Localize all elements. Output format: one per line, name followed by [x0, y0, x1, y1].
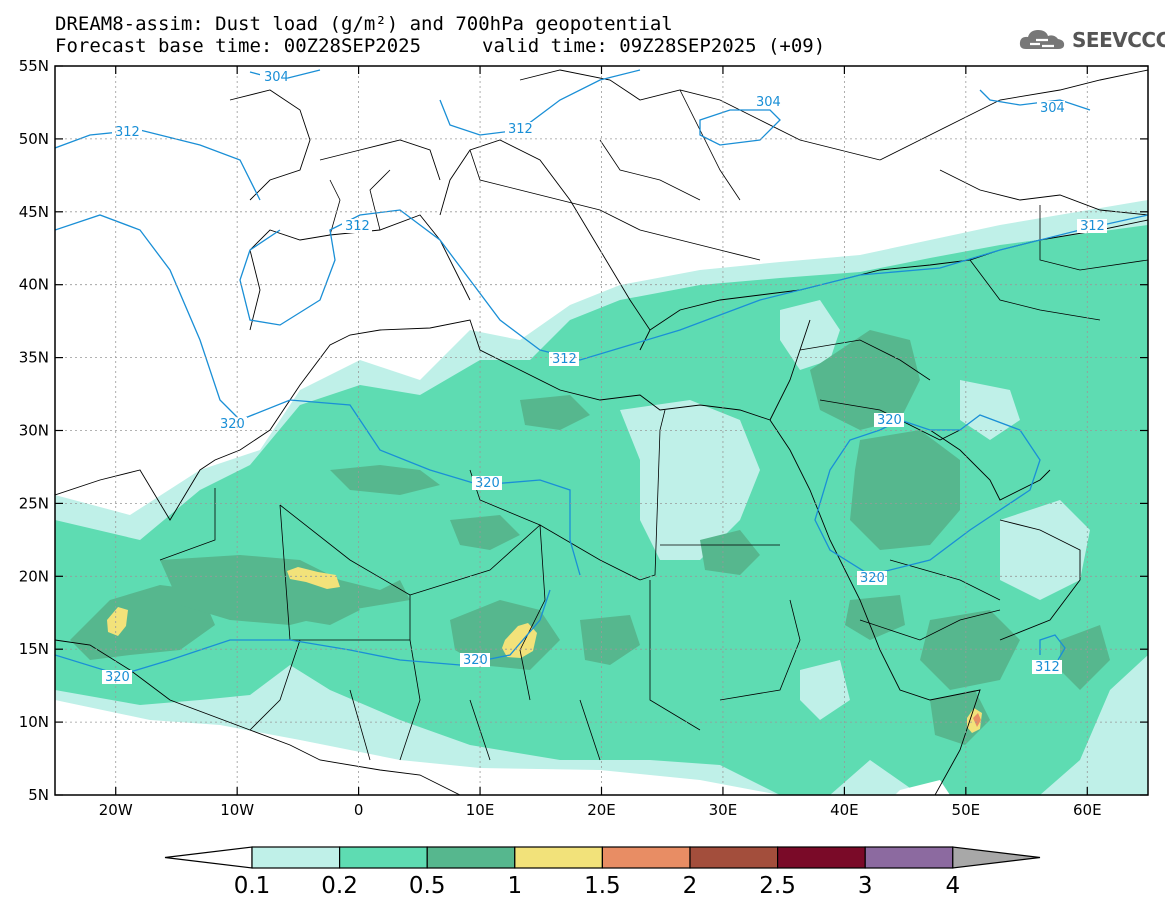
map-area: 304 304 304 312 312 312 312 312 312 320 …	[55, 66, 1148, 795]
dust-hole	[1000, 500, 1090, 600]
lon-tick-label: 20W	[99, 801, 133, 819]
colorbar: 0.1 0.2 0.5 1 1.5 2 2.5 3 4	[164, 846, 1041, 899]
dust-shading-0.5	[70, 330, 1110, 745]
contour-labels: 304 304 304 312 312 312 312 312 312 320 …	[102, 70, 1107, 685]
lon-tick-label: 0	[354, 801, 364, 819]
colorbar-swatch	[426, 846, 516, 869]
contour-label: 320	[102, 670, 132, 685]
colorbar-over-triangle	[952, 846, 1041, 869]
contour-label: 312	[1077, 219, 1107, 234]
contour-label: 320	[217, 417, 247, 432]
contour-label: 312	[112, 125, 142, 140]
svg-text:312: 312	[345, 219, 370, 234]
colorbar-swatch	[689, 846, 779, 869]
lat-tick-label: 20N	[19, 567, 49, 585]
dust-hole	[800, 660, 850, 720]
dust-hole	[780, 300, 840, 370]
lat-tick-label: 35N	[19, 349, 49, 367]
lat-tick-label: 55N	[19, 57, 49, 75]
colorbar-swatch	[601, 846, 691, 869]
lon-tick-label: 40E	[830, 801, 859, 819]
lat-tick-label: 45N	[19, 203, 49, 221]
lat-tick-label: 50N	[19, 130, 49, 148]
lon-tick-label: 30E	[709, 801, 738, 819]
svg-text:312: 312	[115, 125, 140, 140]
lon-tick-label: 10E	[466, 801, 495, 819]
colorbar-swatch	[776, 846, 866, 869]
contour-label: 320	[857, 571, 887, 586]
colorbar-under-triangle	[164, 846, 253, 869]
svg-text:320: 320	[105, 670, 130, 685]
forecast-base-time: Forecast base time: 00Z28SEP2025	[55, 35, 422, 57]
svg-text:320: 320	[860, 571, 885, 586]
svg-text:304: 304	[756, 95, 781, 110]
contour-label: 320	[460, 653, 490, 668]
svg-text:312: 312	[1035, 660, 1060, 675]
colorbar-level-label: 0.2	[321, 873, 358, 899]
axes: 20W 10W 0 10E 20E 30E 40E 50E 60E 5N 10N 15N 20N 25N 3…	[19, 57, 1148, 819]
lat-tick-label: 25N	[19, 494, 49, 512]
contour-label: 312	[505, 122, 535, 137]
contour-label: 304	[260, 70, 289, 85]
svg-text:320: 320	[475, 476, 500, 491]
contour-label: 312	[1032, 660, 1062, 675]
cloud-logo-icon	[1019, 30, 1065, 49]
colorbar-level-label: 2.5	[759, 873, 796, 899]
lat-tick-label: 40N	[19, 276, 49, 294]
colorbar-level-label: 0.5	[409, 873, 446, 899]
country-borders	[159, 89, 1148, 761]
lat-tick-label: 10N	[19, 713, 49, 731]
lat-tick-label: 5N	[28, 786, 49, 804]
contour-label: 304	[1037, 101, 1065, 116]
map-title: DREAM8-assim: Dust load (g/m²) and 700hP…	[55, 13, 673, 35]
lat-tick-label: 30N	[19, 422, 49, 440]
lon-tick-label: 50E	[952, 801, 981, 819]
valid-time: valid time: 09Z28SEP2025 (+09)	[482, 35, 826, 57]
svg-text:312: 312	[508, 122, 533, 137]
colorbar-swatch	[339, 846, 428, 869]
dust-hole	[620, 400, 760, 560]
colorbar-level-label: 1	[507, 873, 522, 899]
colorbar-swatch	[514, 846, 603, 869]
dust-shading-1.5	[973, 713, 981, 727]
logo-text: SEEVCCC	[1072, 28, 1165, 52]
contour-label: 320	[874, 413, 904, 428]
contour-label: 304	[753, 95, 781, 110]
colorbar-level-label: 4	[945, 873, 960, 899]
colorbar-swatch	[251, 846, 341, 869]
svg-text:304: 304	[1040, 101, 1065, 116]
contour-label: 320	[472, 476, 502, 491]
svg-text:320: 320	[877, 413, 902, 428]
colorbar-level-label: 2	[683, 873, 698, 899]
colorbar-swatch	[864, 846, 954, 869]
lon-tick-label: 60E	[1073, 801, 1102, 819]
colorbar-level-label: 1.5	[584, 873, 621, 899]
dust-hole	[895, 780, 950, 795]
seevccc-logo: SEEVCCC	[1018, 27, 1165, 53]
svg-text:320: 320	[220, 417, 245, 432]
colorbar-level-label: 0.1	[234, 873, 271, 899]
contour-label: 312	[342, 219, 372, 234]
svg-text:304: 304	[264, 70, 289, 85]
svg-text:312: 312	[552, 352, 577, 367]
lon-tick-label: 10W	[220, 801, 254, 819]
svg-text:312: 312	[1080, 219, 1105, 234]
lon-tick-label: 20E	[587, 801, 616, 819]
lat-tick-label: 15N	[19, 640, 49, 658]
gridlines	[55, 66, 1148, 795]
colorbar-level-label: 3	[858, 873, 873, 899]
contour-label: 312	[549, 352, 579, 367]
svg-text:320: 320	[463, 653, 488, 668]
